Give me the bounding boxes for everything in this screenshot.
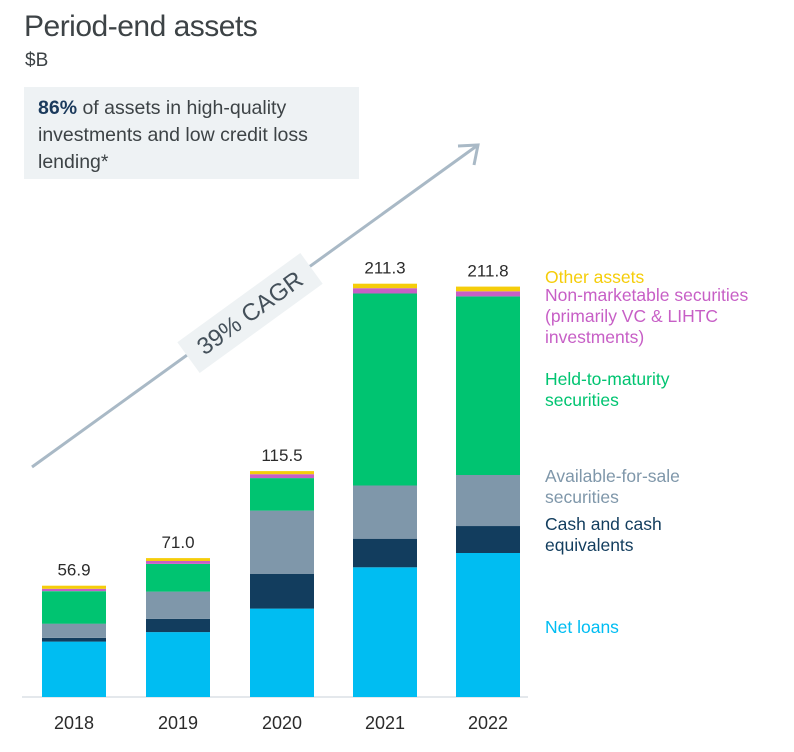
legend-other-assets: Other assets — [545, 267, 645, 287]
bar-nonmarketable-2020 — [250, 474, 314, 479]
bar-afs-2022 — [456, 475, 520, 527]
total-label-2018: 56.9 — [57, 561, 90, 580]
bar-other-2022 — [456, 286, 520, 292]
callout-highlight: 86% — [38, 97, 78, 119]
bar-nonmarketable-2022 — [456, 291, 520, 297]
legend-non-marketable: Non-marketable securities (primarily VC … — [545, 285, 749, 347]
legend-net-loans: Net loans — [545, 617, 619, 637]
total-label-2021: 211.3 — [364, 259, 405, 278]
x-tick-2018: 2018 — [54, 713, 94, 733]
callout-box: 86% of assets in high-quality investment… — [24, 87, 359, 179]
bar-afs-2019 — [146, 591, 210, 619]
total-label-2019: 71.0 — [161, 533, 194, 552]
callout-text: of assets in high-quality investments an… — [38, 97, 308, 173]
bar-cash-2021 — [353, 538, 417, 568]
cagr-label-group: 39% CAGR — [177, 252, 323, 374]
bar-other-2018 — [42, 585, 106, 589]
legend-held-to-maturity: Held-to-maturity securities — [545, 369, 670, 410]
total-label-2022: 211.8 — [467, 262, 508, 281]
bar-nonmarketable-2019 — [146, 561, 210, 564]
bar-cash-2020 — [250, 574, 314, 609]
bar-afs-2020 — [250, 510, 314, 574]
bar-cash-2018 — [42, 637, 106, 642]
x-tick-2021: 2021 — [365, 713, 405, 733]
legend-available-for-sale: Available-for-sale securities — [545, 466, 680, 507]
bar-other-2020 — [250, 471, 314, 475]
bar-nonmarketable-2018 — [42, 588, 106, 592]
bar-afs-2018 — [42, 623, 106, 638]
bar-net_loans-2021 — [353, 567, 417, 697]
chart-title: Period-end assets — [24, 10, 258, 43]
bar-other-2021 — [353, 283, 417, 289]
bar-htm-2022 — [456, 296, 520, 475]
bar-cash-2019 — [146, 618, 210, 633]
bar-net_loans-2019 — [146, 632, 210, 697]
bar-htm-2020 — [250, 478, 314, 511]
legend-cash: Cash and cash equivalents — [545, 514, 662, 555]
bars-group — [42, 283, 520, 697]
cagr-label: 39% CAGR — [192, 266, 308, 361]
bar-htm-2021 — [353, 293, 417, 486]
bar-htm-2018 — [42, 591, 106, 624]
x-tick-2020: 2020 — [262, 713, 302, 733]
labels-group: 56.9 2018 71.0 2019 115.5 2020 211.3 2021 211.8 2… — [54, 259, 509, 733]
bar-nonmarketable-2021 — [353, 288, 417, 294]
bar-cash-2022 — [456, 526, 520, 553]
bar-htm-2019 — [146, 564, 210, 592]
bar-other-2019 — [146, 558, 210, 561]
bar-net_loans-2022 — [456, 553, 520, 697]
bar-afs-2021 — [353, 485, 417, 539]
x-tick-2019: 2019 — [158, 713, 198, 733]
total-label-2020: 115.5 — [261, 446, 302, 465]
unit-label: $B — [25, 50, 49, 71]
bar-net_loans-2018 — [42, 641, 106, 697]
x-tick-2022: 2022 — [468, 713, 508, 733]
bar-net_loans-2020 — [250, 608, 314, 697]
cagr-arrow-head — [457, 143, 480, 166]
cagr-label-box — [177, 252, 323, 374]
